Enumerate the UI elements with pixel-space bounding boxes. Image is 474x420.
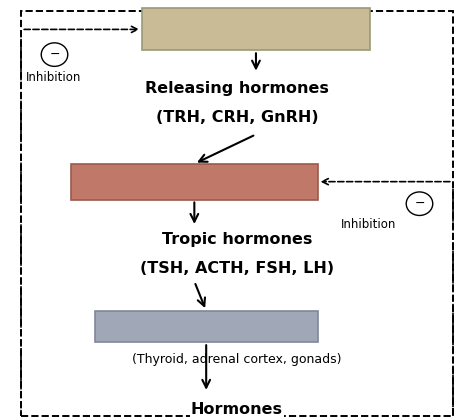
Text: −: − <box>49 48 60 61</box>
Text: −: − <box>414 197 425 210</box>
Text: (TRH, CRH, GnRH): (TRH, CRH, GnRH) <box>155 110 319 125</box>
Bar <box>142 8 370 50</box>
Text: Inhibition: Inhibition <box>341 218 397 231</box>
Text: Tropic hormones: Tropic hormones <box>162 232 312 247</box>
Circle shape <box>406 192 433 215</box>
Text: Hormones: Hormones <box>191 402 283 417</box>
Text: (Thyroid, adrenal cortex, gonads): (Thyroid, adrenal cortex, gonads) <box>132 353 342 365</box>
Text: Inhibition: Inhibition <box>26 71 82 84</box>
Bar <box>71 164 318 200</box>
Text: (TSH, ACTH, FSH, LH): (TSH, ACTH, FSH, LH) <box>140 261 334 276</box>
Text: Releasing hormones: Releasing hormones <box>145 81 329 96</box>
Circle shape <box>41 43 68 66</box>
Bar <box>95 311 318 342</box>
